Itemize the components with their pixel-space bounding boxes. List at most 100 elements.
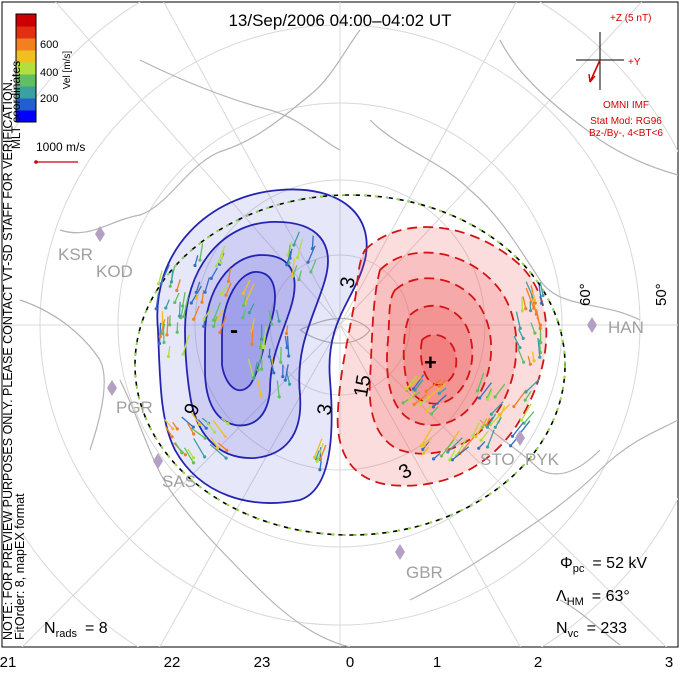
positive-convection-cell xyxy=(336,226,548,487)
velocity-vector-origin xyxy=(520,309,525,313)
velocity-vector xyxy=(189,411,201,425)
station-marker-sas xyxy=(153,453,163,469)
velocity-vector xyxy=(293,231,300,246)
velocity-colorbar: 600 400 200 Vel [m/s] xyxy=(15,13,73,123)
velocity-vector xyxy=(307,245,316,263)
preview-note: NOTE: FOR PREVIEW PURPOSES ONLY. PLEASE … xyxy=(1,79,15,640)
velocity-vector xyxy=(486,429,495,448)
velocity-vector xyxy=(212,302,222,321)
imf-z-label: +Z (5 nT) xyxy=(610,13,651,24)
velocity-vector-origin xyxy=(181,304,185,308)
velocity-vector xyxy=(459,436,475,454)
velocity-vector-origin xyxy=(283,378,287,382)
velocity-vector-origin xyxy=(422,443,426,447)
station-label-pyk: PYK xyxy=(525,450,560,469)
velocity-vector-origin xyxy=(156,282,161,286)
velocity-vector-origin xyxy=(168,284,172,288)
velocity-vector xyxy=(216,308,225,320)
velocity-vector-origin xyxy=(191,456,196,460)
velocity-vector-origin xyxy=(284,331,289,335)
scale-vector-label: 1000 m/s xyxy=(36,140,85,154)
velocity-vector xyxy=(157,270,163,284)
velocity-vector-origin xyxy=(485,397,490,401)
mlt-axis: 21 22 23 0 1 2 3 xyxy=(0,654,673,671)
velocity-vector-origin xyxy=(489,412,493,416)
velocity-vector-origin xyxy=(212,324,216,328)
velocity-vector-origin xyxy=(213,430,217,434)
velocity-vector-origin xyxy=(250,342,254,346)
velocity-vector-origin xyxy=(162,340,166,345)
velocity-vector xyxy=(257,379,262,397)
velocity-vector xyxy=(225,282,232,296)
velocity-vector xyxy=(209,444,227,459)
velocity-vector-origin xyxy=(157,341,162,346)
velocity-vector-origin xyxy=(181,352,185,356)
stat-phi-value: = 52 kV xyxy=(592,555,647,572)
velocity-vector-origin xyxy=(538,326,542,331)
velocity-vector-origin xyxy=(429,412,434,416)
velocity-vector xyxy=(268,309,273,325)
velocity-vector-origin xyxy=(431,405,435,409)
velocity-vector xyxy=(159,319,166,337)
velocity-vector-origin xyxy=(296,255,300,260)
velocity-vector xyxy=(221,285,228,295)
velocity-vector-origin xyxy=(223,434,227,438)
station-label-kod: KOD xyxy=(96,262,133,281)
velocity-vector-origin xyxy=(270,322,274,326)
velocity-vector xyxy=(248,303,255,313)
velocity-vector xyxy=(288,244,291,264)
velocity-vector xyxy=(210,267,218,279)
velocity-vector-origin xyxy=(242,303,246,308)
stat-nrads-symbol: N xyxy=(44,620,56,637)
station-label-han: HAN xyxy=(608,318,644,337)
velocity-vector xyxy=(164,418,174,430)
velocity-vector-origin xyxy=(198,258,202,262)
velocity-vector-origin xyxy=(312,455,317,459)
velocity-vector-origin xyxy=(421,451,425,455)
velocity-vector-origin xyxy=(478,396,482,400)
velocity-vector-origin xyxy=(203,436,207,440)
imf-model-line1: Stat Mod: RG96 xyxy=(590,116,662,127)
mlt-axis-label-2: 2 xyxy=(534,654,542,671)
velocity-vector xyxy=(440,439,455,457)
svg-text:Nrads= 8: Nrads = 8 xyxy=(44,620,108,640)
colorbar-cell xyxy=(16,50,36,63)
velocity-vector-origin xyxy=(485,445,490,449)
velocity-vector-origin xyxy=(277,319,281,323)
velocity-vector xyxy=(219,315,227,333)
velocity-vector-origin xyxy=(261,346,266,350)
velocity-vector xyxy=(220,249,225,263)
velocity-vector xyxy=(193,305,200,320)
velocity-vector xyxy=(431,406,439,415)
station-markers xyxy=(95,226,597,560)
latitude-label-50: 50° xyxy=(653,283,670,306)
velocity-vector-origin xyxy=(267,355,271,359)
stat-lam-symbol: Λ xyxy=(556,588,567,605)
hm-boundary-dash xyxy=(134,194,566,536)
velocity-vectors xyxy=(154,231,545,472)
velocity-vector-origin xyxy=(533,301,537,305)
velocity-vector xyxy=(520,403,532,421)
velocity-vector-origin xyxy=(287,354,291,358)
velocity-vector-origin xyxy=(189,301,193,305)
velocity-vector-origin xyxy=(540,301,544,305)
velocity-vector xyxy=(455,438,468,457)
colorbar-tick-600: 600 xyxy=(40,39,58,51)
velocity-vector xyxy=(164,426,173,438)
velocity-vector-origin xyxy=(427,395,431,399)
velocity-vector-origin xyxy=(173,300,177,305)
velocity-vector xyxy=(511,421,525,437)
velocity-vector-origin xyxy=(419,444,423,448)
velocity-vector xyxy=(284,336,288,348)
stat-nvc-sub: vc xyxy=(568,628,580,640)
velocity-vector-origin xyxy=(218,330,222,335)
velocity-vector xyxy=(203,308,212,320)
velocity-vector-origin xyxy=(437,391,441,395)
colorbar-tick-200: 200 xyxy=(40,93,58,105)
velocity-vector-origin xyxy=(493,425,497,429)
velocity-vector-origin xyxy=(175,330,179,334)
velocity-vector-origin xyxy=(158,335,162,339)
velocity-vector-origin xyxy=(256,368,260,372)
velocity-vector xyxy=(480,430,490,441)
velocity-vector xyxy=(423,437,433,446)
